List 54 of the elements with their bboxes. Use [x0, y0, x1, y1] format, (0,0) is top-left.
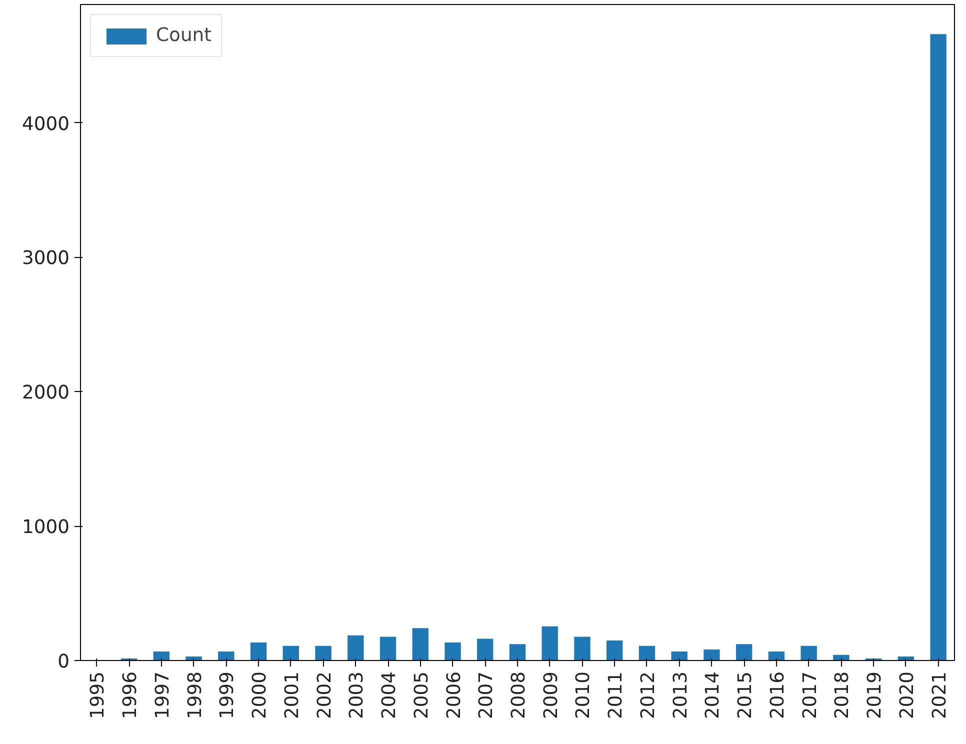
bar: [153, 651, 170, 660]
bar: [638, 646, 656, 660]
x-tick-label: 2004: [379, 671, 400, 719]
x-tick-label: 1999: [217, 671, 238, 719]
x-tick-label: 2002: [314, 671, 336, 719]
x-tick-label: 2010: [573, 671, 594, 719]
bar: [671, 651, 688, 660]
y-tick-label: 3000: [22, 248, 70, 270]
bar: [606, 640, 623, 660]
y-tick-label: 4000: [22, 114, 70, 135]
bar: [800, 646, 817, 660]
x-tick-label: 2006: [444, 671, 465, 719]
x-tick-label: 2001: [282, 671, 303, 719]
bar: [574, 636, 590, 660]
bar: [315, 646, 332, 660]
y-tick-label: 2000: [22, 382, 70, 404]
x-tick-label: 1996: [120, 671, 142, 719]
bar: [282, 646, 299, 660]
x-tick-label: 1997: [152, 671, 174, 719]
x-tick-label: 2011: [606, 671, 627, 719]
bar: [542, 626, 558, 660]
bar: [704, 649, 720, 660]
bar: [444, 642, 461, 660]
y-tick-label: 1000: [22, 517, 70, 538]
bar: [930, 34, 946, 660]
x-tick-label: 2003: [346, 671, 368, 719]
x-tick-label: 1998: [184, 671, 206, 719]
x-tick-label: 2005: [411, 671, 432, 719]
x-tick-label: 2019: [864, 671, 886, 719]
bar: [380, 636, 396, 660]
x-tick-label: 2013: [670, 671, 692, 719]
x-tick-label: 2018: [832, 671, 854, 719]
y-tick-label: 0: [58, 652, 70, 672]
bar: [250, 642, 267, 660]
legend-label: Count: [156, 25, 212, 46]
x-tick-label: 1995: [88, 671, 109, 719]
x-tick-label: 2020: [896, 671, 918, 719]
x-tick-label: 2012: [638, 671, 659, 719]
bar: [736, 644, 752, 660]
x-tick-label: 2017: [800, 671, 821, 719]
x-tick-label: 2007: [476, 671, 498, 719]
x-tick-label: 2021: [929, 671, 950, 719]
x-tick-label: 2008: [508, 671, 530, 719]
x-tick-label: 2016: [767, 671, 788, 719]
bar: [768, 651, 785, 660]
x-tick-label: 2009: [540, 671, 562, 719]
x-tick-label: 2000: [250, 671, 271, 719]
bar: [348, 635, 364, 660]
bar: [412, 628, 428, 660]
x-tick-label: 2014: [702, 671, 724, 719]
bar: [509, 644, 526, 660]
bar: [477, 638, 494, 660]
bar: [218, 651, 234, 660]
x-tick-label: 2015: [735, 671, 756, 719]
